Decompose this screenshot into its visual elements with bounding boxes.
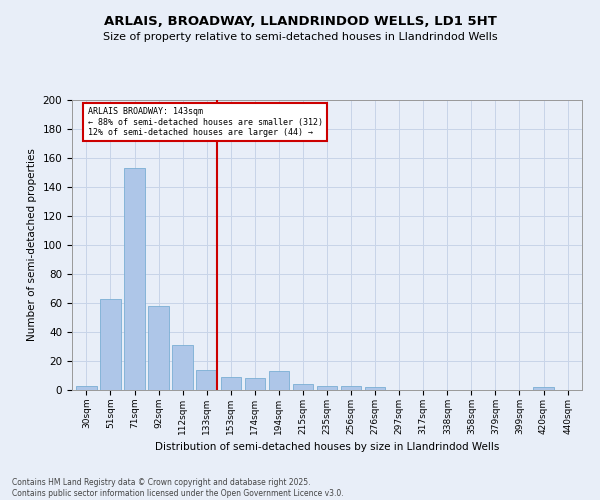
Bar <box>341 386 361 390</box>
Bar <box>365 387 385 390</box>
Bar <box>221 377 241 390</box>
Bar <box>172 345 193 390</box>
Bar <box>245 378 265 390</box>
Bar <box>269 371 289 390</box>
Bar <box>100 298 121 390</box>
Bar <box>76 386 97 390</box>
Y-axis label: Number of semi-detached properties: Number of semi-detached properties <box>27 148 37 342</box>
Text: ARLAIS, BROADWAY, LLANDRINDOD WELLS, LD1 5HT: ARLAIS, BROADWAY, LLANDRINDOD WELLS, LD1… <box>104 15 496 28</box>
Bar <box>196 370 217 390</box>
X-axis label: Distribution of semi-detached houses by size in Llandrindod Wells: Distribution of semi-detached houses by … <box>155 442 499 452</box>
Bar <box>293 384 313 390</box>
Bar <box>533 387 554 390</box>
Text: Contains HM Land Registry data © Crown copyright and database right 2025.
Contai: Contains HM Land Registry data © Crown c… <box>12 478 344 498</box>
Bar <box>148 306 169 390</box>
Text: Size of property relative to semi-detached houses in Llandrindod Wells: Size of property relative to semi-detach… <box>103 32 497 42</box>
Text: ARLAIS BROADWAY: 143sqm
← 88% of semi-detached houses are smaller (312)
12% of s: ARLAIS BROADWAY: 143sqm ← 88% of semi-de… <box>88 108 323 137</box>
Bar <box>317 386 337 390</box>
Bar <box>124 168 145 390</box>
